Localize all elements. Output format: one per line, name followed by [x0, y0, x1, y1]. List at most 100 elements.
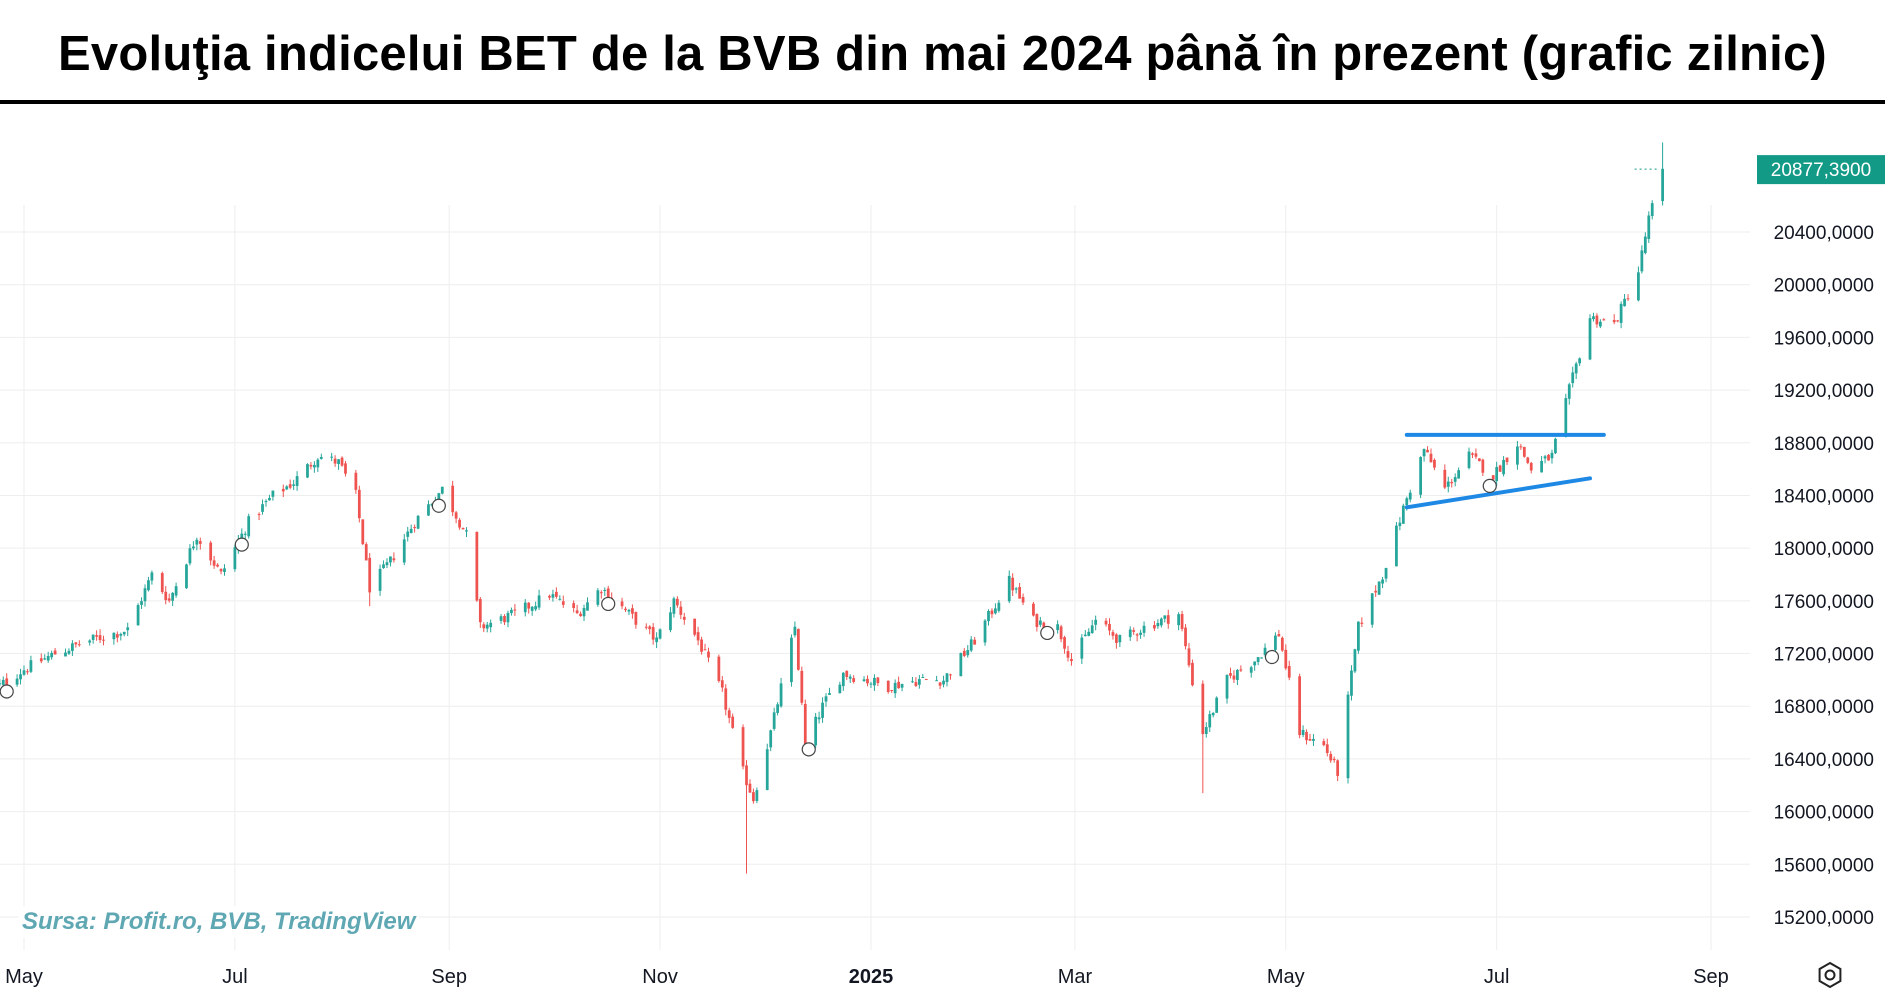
candle-body: [575, 610, 579, 614]
candle-body: [1042, 622, 1046, 630]
candle-body: [917, 679, 921, 685]
event-marker: [431, 498, 446, 513]
candle-body: [821, 702, 824, 718]
candle-body: [1322, 741, 1326, 746]
candle-body: [1595, 315, 1599, 325]
candle-body: [731, 716, 735, 728]
candle-body: [1184, 627, 1187, 647]
candle-body: [46, 655, 50, 661]
candle-body: [838, 684, 842, 694]
candle-body: [1564, 398, 1568, 437]
candle-body: [790, 637, 793, 683]
candle-body: [440, 486, 444, 494]
candle-body: [1433, 459, 1436, 468]
candle-body: [1032, 603, 1035, 616]
candle-body: [862, 679, 866, 681]
candle-body: [126, 627, 130, 631]
candle-body: [1142, 625, 1146, 633]
candle-body: [268, 498, 271, 501]
candle-body: [772, 712, 776, 729]
candle-body: [198, 541, 202, 544]
candle-body: [285, 486, 289, 490]
candle-body: [361, 519, 365, 545]
candle-body: [1108, 623, 1111, 631]
candle-body: [741, 727, 745, 767]
candle-body: [1021, 597, 1025, 603]
candle-body: [195, 539, 199, 545]
candle-body: [648, 626, 652, 630]
candle-body: [890, 689, 894, 691]
candle-body: [1204, 727, 1208, 734]
candle-body: [1139, 632, 1142, 635]
candle-body: [185, 564, 188, 589]
candle-body: [1598, 321, 1602, 327]
candle-body: [1640, 250, 1644, 272]
candle-body: [1529, 462, 1533, 471]
candle-body: [900, 683, 904, 688]
candle-body: [752, 792, 755, 802]
candle-body: [627, 609, 631, 612]
candle-body: [548, 595, 551, 598]
candle-body: [389, 556, 392, 563]
candle-body: [973, 639, 977, 645]
x-tick-label: May: [1267, 966, 1305, 988]
time-axis: May Jul Sep Nov 2025 Mar May Jul Sep: [5, 966, 1729, 988]
candle-body: [1474, 453, 1478, 457]
candle-body: [1550, 452, 1554, 459]
candle-body: [1519, 446, 1523, 448]
candle-body: [1457, 470, 1461, 479]
y-tick-label: 20400,0000: [1774, 223, 1874, 244]
candle-body: [409, 528, 413, 534]
candle-body: [1187, 648, 1191, 666]
candle-body: [1346, 694, 1350, 779]
settings-button[interactable]: [1815, 960, 1845, 990]
candle-body: [0, 683, 2, 685]
pattern-lines: [1404, 432, 1606, 510]
candle-body: [1547, 454, 1550, 461]
candle-body: [1612, 319, 1616, 323]
candle-body: [1215, 697, 1219, 713]
candle-body: [945, 673, 949, 683]
candle-body: [1588, 318, 1592, 360]
last-price-label: 20877,3900: [1771, 160, 1871, 181]
candle-body: [171, 592, 175, 601]
candle-body: [344, 463, 347, 474]
candle-body: [136, 605, 140, 626]
y-tick-label: 18400,0000: [1774, 486, 1874, 507]
candle-body: [513, 609, 517, 611]
candle-body: [233, 547, 237, 570]
candle-body: [219, 569, 223, 572]
candle-body: [461, 527, 465, 530]
candle-body: [337, 459, 340, 464]
candle-body: [1450, 481, 1454, 484]
candle-body: [1422, 448, 1426, 457]
candle-body: [1543, 456, 1547, 459]
candle-body: [74, 642, 78, 645]
candle-body: [634, 612, 638, 625]
candle-body: [247, 516, 251, 537]
candle-body: [523, 602, 527, 613]
candle-body: [966, 650, 970, 656]
candle-body: [1578, 358, 1582, 364]
candle-body: [43, 658, 47, 660]
candle-body: [793, 626, 797, 636]
candle-body: [1080, 637, 1084, 659]
candle-body: [1650, 203, 1654, 217]
title-underline: [0, 100, 1885, 104]
x-tick-label: Jul: [1484, 966, 1510, 988]
candle-body: [779, 683, 783, 707]
candle-body: [527, 602, 531, 609]
candle-body: [1280, 637, 1284, 651]
candle-body: [1592, 316, 1595, 320]
candle-body: [212, 560, 216, 566]
candle-body: [1153, 625, 1156, 629]
candle-body: [603, 589, 607, 591]
candle-body: [1481, 459, 1485, 473]
candle-body: [554, 591, 558, 597]
candle-body: [26, 671, 29, 673]
candle-body: [19, 674, 22, 680]
candle-body: [53, 650, 57, 655]
event-marker: [1040, 625, 1055, 641]
candle-body: [824, 696, 828, 702]
